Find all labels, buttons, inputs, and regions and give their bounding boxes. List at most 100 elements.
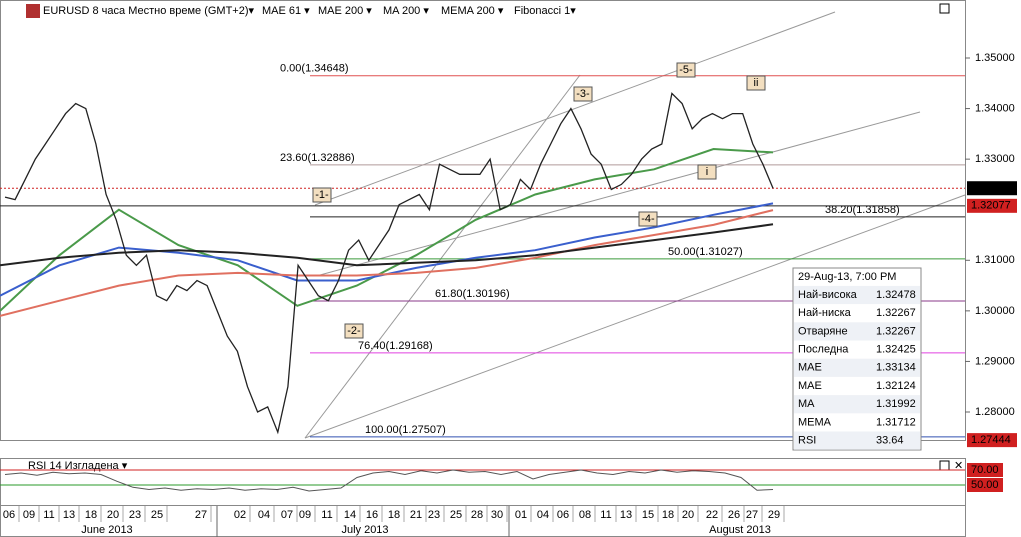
info-value: 33.64 xyxy=(876,435,904,447)
indicator-menu[interactable]: MA 200 ▾ xyxy=(383,5,429,17)
day-label: 20 xyxy=(107,509,119,521)
rsi-tick-label: 70.00 xyxy=(971,464,999,476)
day-label: 20 xyxy=(682,509,694,521)
info-value: 1.32267 xyxy=(876,325,916,337)
info-value: 1.31992 xyxy=(876,398,916,410)
rsi-close-button[interactable]: ✕ xyxy=(954,460,963,472)
price-tick-label: 1.30000 xyxy=(975,305,1015,317)
info-date: 29-Aug-13, 7:00 PM xyxy=(798,271,896,283)
wave-box xyxy=(676,62,696,78)
day-label: 09 xyxy=(299,509,311,521)
moving-average xyxy=(0,147,774,312)
day-label: 18 xyxy=(85,509,97,521)
indicator-menu[interactable]: MEMA 200 ▾ xyxy=(441,5,504,17)
day-label: 29 xyxy=(768,509,780,521)
day-label: 11 xyxy=(43,509,54,521)
info-name: Последна xyxy=(798,344,849,356)
info-name: Най-висока xyxy=(798,289,858,301)
price-tick-label: 1.28000 xyxy=(975,406,1015,418)
app-icon xyxy=(26,4,40,18)
fib-label: 0.00(1.34648) xyxy=(280,63,349,75)
info-row-bg xyxy=(794,322,920,341)
rsi-panel xyxy=(0,458,966,506)
day-label: 25 xyxy=(151,509,163,521)
info-row-bg xyxy=(794,285,920,305)
day-label: 27 xyxy=(746,509,758,521)
price-marker xyxy=(967,433,1017,448)
day-label: 27 xyxy=(195,509,207,521)
info-name: MA xyxy=(798,398,815,410)
moving-average xyxy=(0,223,774,267)
wave-box xyxy=(746,75,766,91)
channel-lines xyxy=(304,11,966,439)
wave-label: -2- xyxy=(347,325,361,337)
month-label: August 2013 xyxy=(709,524,771,536)
price-line xyxy=(4,92,774,435)
rsi-title[interactable]: RSI 14 Изгладена ▾ xyxy=(28,460,128,472)
wave-box xyxy=(573,86,593,102)
rsi-tick-label: 50.00 xyxy=(971,479,999,491)
info-row-bg xyxy=(794,431,920,450)
price-marker xyxy=(967,181,1017,196)
day-label: 18 xyxy=(662,509,674,521)
indicator-menu[interactable]: MAE 200 ▾ xyxy=(318,5,372,17)
wave-label: i xyxy=(706,166,708,178)
info-value: 1.32124 xyxy=(876,380,916,392)
moving-average xyxy=(0,209,774,317)
day-label: 07 xyxy=(281,509,293,521)
fib-label: 38.20(1.31858) xyxy=(825,204,900,216)
fib-label: 23.60(1.32886) xyxy=(280,152,355,164)
wave-label: ii xyxy=(754,77,759,89)
info-name: MAE xyxy=(798,380,822,392)
info-value: 1.31712 xyxy=(876,416,916,428)
symbol-title[interactable]: EURUSD 8 часа Местно време (GMT+2)▾ xyxy=(43,5,255,17)
price-tick-label: 1.31000 xyxy=(975,254,1015,266)
info-name: Най-ниска xyxy=(798,307,852,319)
day-label: 04 xyxy=(258,509,270,521)
maximize-button[interactable] xyxy=(939,3,950,14)
info-row-bg xyxy=(794,358,920,377)
day-label: 28 xyxy=(471,509,483,521)
fib-label: 76.40(1.29168) xyxy=(358,340,433,352)
wave-label: -4- xyxy=(641,213,655,225)
day-label: 06 xyxy=(557,509,569,521)
day-label: 23 xyxy=(129,509,141,521)
fib-label: 61.80(1.30196) xyxy=(435,288,510,300)
fib-label: 100.00(1.27507) xyxy=(365,424,446,436)
day-label: 11 xyxy=(321,509,332,521)
indicator-menu[interactable]: MAE 61 ▾ xyxy=(262,5,310,17)
rsi-marker xyxy=(967,478,1003,492)
info-name: MAE xyxy=(798,362,822,374)
wave-box xyxy=(344,323,364,339)
month-label: July 2013 xyxy=(341,524,388,536)
day-label: 13 xyxy=(620,509,632,521)
wave-label: -1- xyxy=(315,189,329,201)
day-label: 23 xyxy=(428,509,440,521)
info-value: 1.33134 xyxy=(876,362,916,374)
info-row-bg xyxy=(794,395,920,414)
day-label: 22 xyxy=(706,509,718,521)
wave-label: -5- xyxy=(679,64,693,76)
price-tick-label: 1.34000 xyxy=(975,102,1015,114)
rsi-marker xyxy=(967,463,1003,477)
price-marker-label: 1.32077 xyxy=(971,200,1011,212)
price-tick-label: 1.29000 xyxy=(975,355,1015,367)
fib-label: 50.00(1.31027) xyxy=(668,246,743,258)
day-label: 04 xyxy=(537,509,549,521)
info-value: 1.32478 xyxy=(876,289,916,301)
info-name: RSI xyxy=(798,435,816,447)
day-label: 18 xyxy=(388,509,400,521)
indicator-menu[interactable]: Fibonacci 1▾ xyxy=(514,5,576,17)
day-label: 11 xyxy=(600,509,611,521)
day-label: 06 xyxy=(3,509,15,521)
day-label: 14 xyxy=(344,509,356,521)
day-label: 26 xyxy=(728,509,740,521)
info-value: 1.32267 xyxy=(876,307,916,319)
rsi-line xyxy=(4,469,774,492)
month-label: June 2013 xyxy=(81,524,132,536)
wave-label: -3- xyxy=(576,88,590,100)
day-label: 09 xyxy=(23,509,35,521)
day-label: 13 xyxy=(63,509,75,521)
info-value: 1.32425 xyxy=(876,344,916,356)
